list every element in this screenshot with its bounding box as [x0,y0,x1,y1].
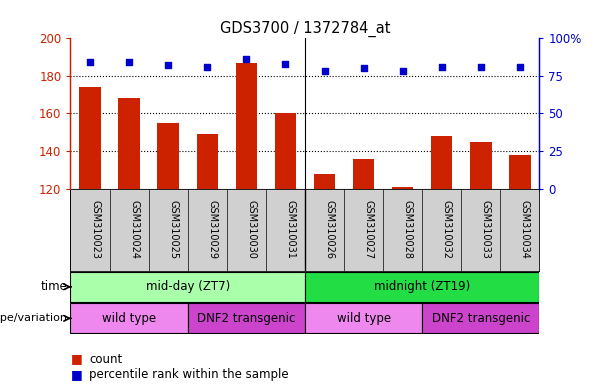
Point [476,64,485,70]
Bar [305,272,539,302]
Text: mid-day (ZT7): mid-day (ZT7) [146,280,230,293]
Title: GDS3700 / 1372784_at: GDS3700 / 1372784_at [219,21,390,37]
Text: GSM310026: GSM310026 [324,200,335,259]
Text: GSM310025: GSM310025 [168,200,178,259]
Text: GSM310023: GSM310023 [90,200,100,259]
Text: midnight (ZT19): midnight (ZT19) [374,280,470,293]
Bar [314,174,335,189]
Text: count: count [89,353,122,366]
Text: GSM310034: GSM310034 [520,200,530,259]
Bar [431,136,452,189]
Bar [275,114,296,189]
Bar [392,187,413,189]
Text: ■: ■ [70,368,82,381]
Bar [188,303,305,333]
Bar [353,159,375,189]
Point [124,60,134,66]
Text: genotype/variation: genotype/variation [0,313,67,323]
Bar [70,272,305,302]
Text: GSM310028: GSM310028 [403,200,413,259]
Text: ■: ■ [70,353,82,366]
Bar [158,123,179,189]
Text: GSM310032: GSM310032 [442,200,452,259]
Bar [79,87,101,189]
Point [319,68,329,74]
Text: wild type: wild type [337,312,390,325]
Text: DNF2 transgenic: DNF2 transgenic [197,312,295,325]
Bar [70,303,188,333]
Point [437,64,447,70]
Text: GSM310033: GSM310033 [481,200,491,259]
Bar [305,303,422,333]
Text: GSM310027: GSM310027 [364,200,373,259]
Text: percentile rank within the sample: percentile rank within the sample [89,368,289,381]
Bar [422,303,539,333]
Point [163,62,173,68]
Bar [118,98,140,189]
Bar [470,142,492,189]
Text: GSM310029: GSM310029 [207,200,217,259]
Bar [235,63,257,189]
Bar [197,134,218,189]
Text: time: time [40,280,67,293]
Point [85,60,95,66]
Point [281,61,291,67]
Point [242,56,251,63]
Bar [509,155,531,189]
Point [359,65,368,71]
Point [398,68,408,74]
Text: GSM310024: GSM310024 [129,200,139,259]
Point [202,64,212,70]
Point [515,64,525,70]
Text: GSM310030: GSM310030 [246,200,256,259]
Text: DNF2 transgenic: DNF2 transgenic [432,312,530,325]
Text: wild type: wild type [102,312,156,325]
Text: GSM310031: GSM310031 [286,200,295,259]
